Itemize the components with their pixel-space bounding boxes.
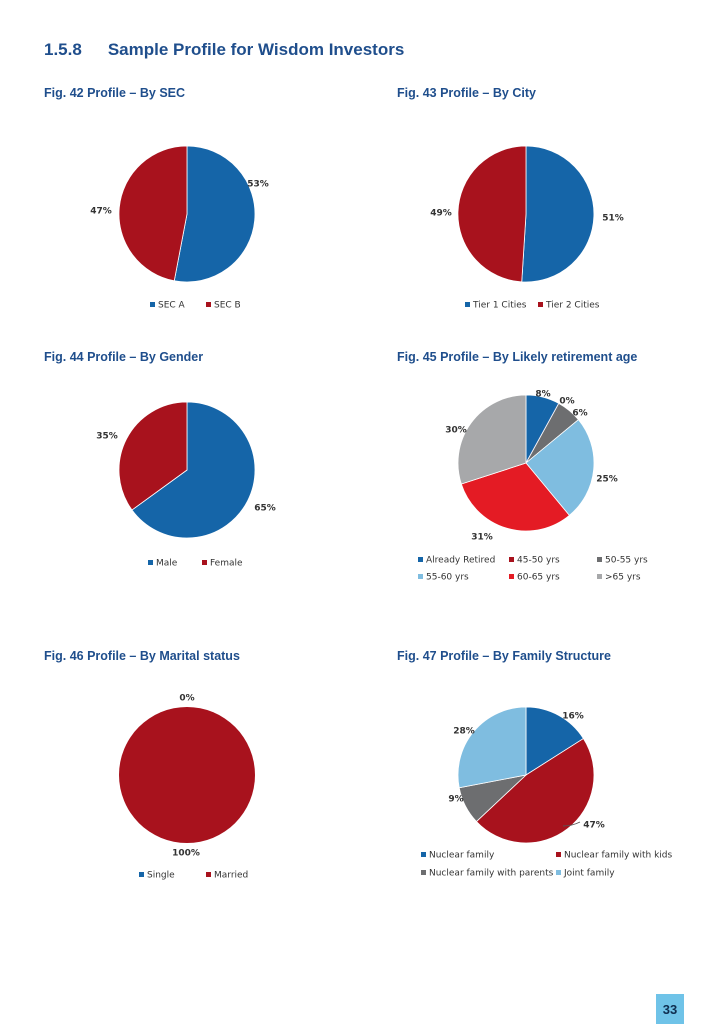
legend-swatch-45-50-yrs: [509, 557, 514, 562]
pie-slice-65-yrs: [457, 394, 527, 485]
legend-label-tier-2-cities: Tier 2 Cities: [545, 301, 600, 311]
legend-swatch-65-yrs: [597, 574, 602, 579]
legend-swatch-nuclear-family-with-parents: [421, 870, 426, 875]
legend-swatch-tier-1-cities: [465, 302, 470, 307]
pie-slice-sec-a: [173, 145, 256, 283]
pie-slice-nuclear-family: [525, 706, 584, 776]
pie-slice-female: [118, 401, 188, 511]
data-label-sec-b: 47%: [90, 207, 112, 217]
legend-label-nuclear-family: Nuclear family: [429, 851, 495, 861]
legend-swatch-nuclear-family: [421, 852, 426, 857]
legend-swatch-joint-family: [556, 870, 561, 875]
fig-44-title: Fig. 44 Profile – By Gender: [44, 350, 204, 364]
data-label-male: 65%: [254, 504, 276, 514]
data-label-married: 100%: [172, 849, 200, 859]
legend-swatch-married: [206, 872, 211, 877]
legend-label-joint-family: Joint family: [563, 869, 615, 879]
legend-swatch-sec-a: [150, 302, 155, 307]
legend-swatch-nuclear-family-with-kids: [556, 852, 561, 857]
legend-swatch-50-55-yrs: [597, 557, 602, 562]
data-label-joint-family: 28%: [453, 727, 475, 737]
data-label-65-yrs: 30%: [445, 426, 467, 436]
legend-label-55-60-yrs: 55-60 yrs: [426, 573, 469, 583]
leader-line: [562, 821, 581, 827]
pie-chart-6: 16% 47% 9% 28% Nuclear family Nuclear family …: [421, 706, 673, 879]
legend-label-tier-1-cities: Tier 1 Cities: [472, 301, 527, 311]
legend-swatch-tier-2-cities: [538, 302, 543, 307]
pie-slice-married: [119, 707, 255, 843]
legend-swatch-sec-b: [206, 302, 211, 307]
data-label-tier-2-cities: 49%: [430, 209, 452, 219]
fig-47-title: Fig. 47 Profile – By Family Structure: [397, 649, 611, 663]
pie-slice-55-60-yrs: [525, 419, 595, 516]
pie-slice-sec-b: [118, 145, 188, 282]
legend-swatch-female: [202, 560, 207, 565]
legend-swatch-already-retired: [418, 557, 423, 562]
legend-label-already-retired: Already Retired: [426, 556, 495, 566]
section-number: 1.5.8: [44, 40, 82, 59]
data-label-single: 0%: [179, 694, 194, 704]
fig-42-title: Fig. 42 Profile – By SEC: [44, 86, 186, 100]
section-heading: 1.5.8 Sample Profile for Wisdom Investor…: [44, 40, 404, 60]
legend-label-60-65-yrs: 60-65 yrs: [517, 573, 560, 583]
legend-label-female: Female: [210, 559, 243, 569]
pie-chart-1: 53% 47% SEC A SEC B: [90, 145, 269, 311]
fig-45-title: Fig. 45 Profile – By Likely retirement a…: [397, 350, 638, 364]
pie-slice-joint-family: [457, 706, 527, 789]
data-label-nuclear-family: 16%: [562, 712, 584, 722]
legend-label-sec-b: SEC B: [214, 301, 241, 311]
page-number: 33: [656, 994, 684, 1024]
legend-swatch-single: [139, 872, 144, 877]
fig-43-title: Fig. 43 Profile – By City: [397, 86, 536, 100]
legend-label-45-50-yrs: 45-50 yrs: [517, 556, 560, 566]
pie-slice-nuclear-family-with-kids: [475, 738, 595, 844]
data-label-60-65-yrs: 31%: [471, 533, 493, 543]
fig-46-title: Fig. 46 Profile – By Marital status: [44, 649, 240, 663]
legend-swatch-male: [148, 560, 153, 565]
pie-chart-4: 8% 0% 6% 25% 31% 30% Already Retired 45-50 yrs 5…: [418, 390, 648, 583]
data-label-nuclear-family-with-parents: 9%: [448, 795, 463, 805]
data-label-55-60-yrs: 25%: [596, 475, 618, 485]
pie-slice-tier-1-cities: [521, 145, 595, 283]
legend-label-nuclear-family-with-parents: Nuclear family with parents: [429, 869, 554, 879]
pie-chart-2: 51% 49% Tier 1 Cities Tier 2 Cities: [430, 145, 624, 311]
section-title: Sample Profile for Wisdom Investors: [107, 40, 405, 59]
legend-label-50-55-yrs: 50-55 yrs: [605, 556, 648, 566]
data-label-sec-a: 53%: [247, 180, 269, 190]
data-label-45-50-yrs: 0%: [559, 397, 574, 407]
legend-label-single: Single: [147, 871, 175, 881]
pie-chart-3: 65% 35% Male Female: [96, 401, 276, 569]
pie-slice-60-65-yrs: [460, 462, 570, 532]
legend-swatch-60-65-yrs: [509, 574, 514, 579]
legend-label-sec-a: SEC A: [158, 301, 186, 311]
pie-chart-5: 0% 100% Single Married: [119, 694, 255, 881]
data-label-already-retired: 8%: [535, 390, 550, 400]
data-label-nuclear-family-with-kids: 47%: [583, 821, 605, 831]
legend-label-65-yrs: >65 yrs: [605, 573, 641, 583]
pie-slice-male: [131, 401, 256, 539]
legend-label-nuclear-family-with-kids: Nuclear family with kids: [564, 851, 673, 861]
legend-label-married: Married: [214, 871, 248, 881]
legend-swatch-55-60-yrs: [418, 574, 423, 579]
data-label-50-55-yrs: 6%: [572, 409, 587, 419]
legend-label-male: Male: [156, 559, 178, 569]
pie-slice-tier-2-cities: [457, 145, 527, 283]
data-label-tier-1-cities: 51%: [602, 214, 624, 224]
data-label-female: 35%: [96, 432, 118, 442]
